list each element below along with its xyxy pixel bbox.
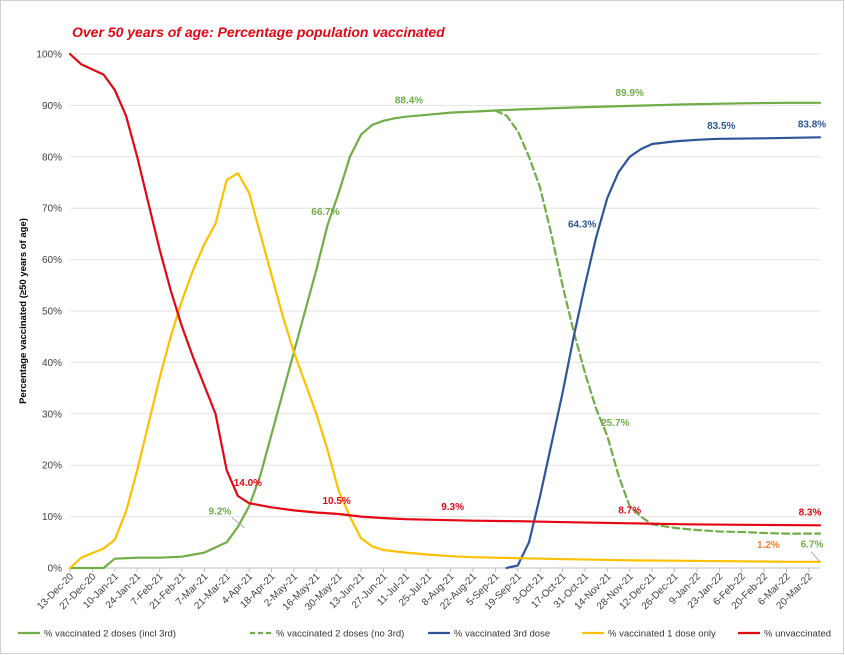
data-label: 8.7% (618, 505, 641, 516)
legend-entry: % vaccinated 2 doses (no 3rd) (276, 629, 404, 640)
series-line-2 (494, 109, 822, 535)
data-label: 9.2% (209, 507, 232, 518)
series-line-1 (68, 101, 822, 570)
label-leader (231, 517, 245, 529)
y-tick-label: 100% (36, 50, 62, 61)
data-label: 66.7% (311, 207, 339, 218)
series-line-3 (505, 136, 822, 570)
y-axis-label: Percentage vaccinated (≥50 years of age) (18, 218, 29, 404)
y-tick-label: 80% (42, 152, 62, 163)
data-label: 9.3% (441, 502, 464, 513)
y-tick-label: 70% (42, 204, 62, 215)
y-tick-label: 60% (42, 255, 62, 266)
series-line-5 (68, 52, 822, 527)
data-label: 25.7% (601, 418, 629, 429)
label-leader (810, 551, 821, 563)
y-tick-label: 90% (42, 101, 62, 112)
data-label: 14.0% (234, 478, 262, 489)
data-label: 88.4% (395, 96, 423, 107)
chart-title: Over 50 years of age: Percentage populat… (72, 24, 445, 40)
legend-entry: % vaccinated 3rd dose (454, 629, 550, 640)
y-tick-label: 0% (48, 564, 63, 575)
y-tick-label: 10% (42, 512, 62, 523)
data-label: 83.8% (798, 119, 826, 130)
data-label: 1.2% (757, 540, 780, 551)
legend-entry: % vaccinated 1 dose only (608, 629, 716, 640)
data-label: 10.5% (322, 496, 350, 507)
legend-entry: % vaccinated 2 doses (incl 3rd) (44, 629, 176, 640)
data-label: 6.7% (801, 540, 824, 551)
y-tick-label: 20% (42, 461, 62, 472)
y-tick-label: 50% (42, 307, 62, 318)
legend-entry: % unvaccinated (764, 629, 831, 640)
data-label: 89.9% (616, 88, 644, 99)
data-label: 83.5% (707, 121, 735, 132)
y-tick-label: 40% (42, 358, 62, 369)
data-label: 8.3% (799, 507, 822, 518)
y-tick-label: 30% (42, 409, 62, 420)
series-line-4 (68, 172, 822, 570)
data-label: 64.3% (568, 219, 596, 230)
